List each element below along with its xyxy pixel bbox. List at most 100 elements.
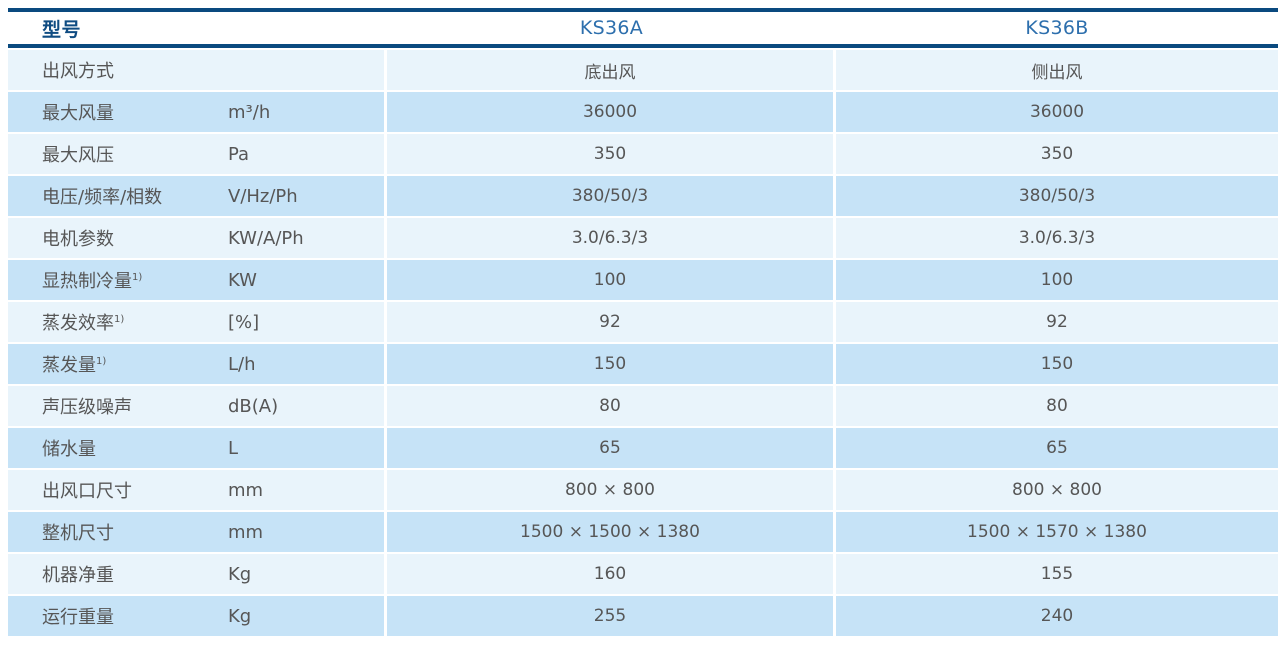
- spec-label: 出风口尺寸: [42, 481, 132, 502]
- spec-value-ks36b: 36000: [836, 92, 1278, 132]
- spec-label: 运行重量: [42, 607, 114, 628]
- spec-label: 最大风压: [42, 145, 114, 166]
- spec-name-cell: 最大风压 Pa: [8, 134, 384, 174]
- spec-value-ks36b: 1500 × 1570 × 1380: [836, 512, 1278, 552]
- spec-unit: KW: [228, 269, 257, 291]
- spec-value-ks36a: 160: [387, 554, 833, 594]
- table-row: 机器净重 Kg 160 155: [8, 554, 1278, 594]
- spec-name-cell: 电机参数 KW/A/Ph: [8, 218, 384, 258]
- spec-label: 机器净重: [42, 565, 114, 586]
- table-row: 电压/频率/相数 V/Hz/Ph 380/50/3 380/50/3: [8, 176, 1278, 216]
- spec-label-wrap: 运行重量: [42, 603, 228, 629]
- spec-unit: KW/A/Ph: [228, 227, 304, 249]
- table-row: 声压级噪声 dB(A) 80 80: [8, 386, 1278, 426]
- table-row: 蒸发效率1) [%] 92 92: [8, 302, 1278, 342]
- spec-name-cell: 蒸发效率1) [%]: [8, 302, 384, 342]
- table-row: 电机参数 KW/A/Ph 3.0/6.3/3 3.0/6.3/3: [8, 218, 1278, 258]
- spec-unit: L: [228, 437, 239, 459]
- spec-name-cell: 显热制冷量1) KW: [8, 260, 384, 300]
- spec-value-ks36a: 380/50/3: [387, 176, 833, 216]
- spec-footnote-marker: 1): [114, 314, 125, 325]
- header-column-ks36a: KS36A: [579, 17, 644, 39]
- spec-value-ks36a: 150: [387, 344, 833, 384]
- spec-name-cell: 整机尺寸 mm: [8, 512, 384, 552]
- table-row: 出风方式 底出风 侧出风: [8, 50, 1278, 90]
- spec-value-ks36b: 800 × 800: [836, 470, 1278, 510]
- spec-label-wrap: 机器净重: [42, 561, 228, 587]
- spec-label-wrap: 出风口尺寸: [42, 477, 228, 503]
- spec-label: 电压/频率/相数: [42, 187, 163, 208]
- spec-value-ks36b: 92: [836, 302, 1278, 342]
- header-model-label: 型号: [42, 18, 82, 41]
- spec-label-wrap: 显热制冷量1): [42, 267, 228, 293]
- spec-name-cell: 出风方式: [8, 50, 384, 90]
- spec-value-ks36b: 240: [836, 596, 1278, 636]
- spec-value-ks36b: 350: [836, 134, 1278, 174]
- spec-label: 电机参数: [42, 229, 114, 250]
- table-row: 运行重量 Kg 255 240: [8, 596, 1278, 636]
- spec-unit: V/Hz/Ph: [228, 185, 298, 207]
- spec-value-ks36b: 65: [836, 428, 1278, 468]
- spec-unit: [%]: [228, 311, 260, 333]
- spec-label: 整机尺寸: [42, 523, 114, 544]
- spec-label: 最大风量: [42, 103, 114, 124]
- table-row: 蒸发量1) L/h 150 150: [8, 344, 1278, 384]
- spec-name-cell: 声压级噪声 dB(A): [8, 386, 384, 426]
- spec-name-cell: 最大风量 m³/h: [8, 92, 384, 132]
- spec-label-wrap: 最大风压: [42, 141, 228, 167]
- spec-value-ks36b: 80: [836, 386, 1278, 426]
- spec-value-ks36b: 3.0/6.3/3: [836, 218, 1278, 258]
- spec-table-header: 型号 KS36A KS36B: [8, 8, 1278, 48]
- header-column-ks36b: KS36B: [1025, 17, 1089, 39]
- table-row: 最大风压 Pa 350 350: [8, 134, 1278, 174]
- spec-value-ks36b: 侧出风: [836, 50, 1278, 90]
- spec-name-cell: 运行重量 Kg: [8, 596, 384, 636]
- spec-name-cell: 蒸发量1) L/h: [8, 344, 384, 384]
- spec-value-ks36a: 80: [387, 386, 833, 426]
- spec-value-ks36b: 150: [836, 344, 1278, 384]
- spec-value-ks36a: 底出风: [387, 50, 833, 90]
- spec-table: 型号 KS36A KS36B 出风方式 底出风 侧出风 最大风量 m³/h 36…: [8, 8, 1278, 638]
- spec-value-ks36b: 100: [836, 260, 1278, 300]
- spec-label-wrap: 蒸发效率1): [42, 309, 228, 335]
- spec-unit: m³/h: [228, 101, 271, 123]
- spec-name-cell: 电压/频率/相数 V/Hz/Ph: [8, 176, 384, 216]
- table-row: 储水量 L 65 65: [8, 428, 1278, 468]
- spec-label: 蒸发量: [42, 355, 96, 376]
- spec-label-wrap: 电机参数: [42, 225, 228, 251]
- spec-value-ks36a: 92: [387, 302, 833, 342]
- spec-value-ks36a: 65: [387, 428, 833, 468]
- spec-value-ks36a: 350: [387, 134, 833, 174]
- spec-value-ks36a: 1500 × 1500 × 1380: [387, 512, 833, 552]
- spec-label: 蒸发效率: [42, 313, 114, 334]
- spec-name-cell: 机器净重 Kg: [8, 554, 384, 594]
- spec-unit: dB(A): [228, 395, 279, 417]
- spec-unit: Kg: [228, 563, 252, 585]
- spec-footnote-marker: 1): [96, 356, 107, 367]
- spec-value-ks36a: 3.0/6.3/3: [387, 218, 833, 258]
- spec-value-ks36b: 155: [836, 554, 1278, 594]
- spec-unit: Pa: [228, 143, 250, 165]
- spec-unit: mm: [228, 521, 264, 543]
- table-row: 出风口尺寸 mm 800 × 800 800 × 800: [8, 470, 1278, 510]
- spec-label-wrap: 储水量: [42, 435, 228, 461]
- spec-unit: Kg: [228, 605, 252, 627]
- spec-label-wrap: 蒸发量1): [42, 351, 228, 377]
- spec-unit: mm: [228, 479, 264, 501]
- spec-label: 储水量: [42, 439, 96, 460]
- spec-name-cell: 出风口尺寸 mm: [8, 470, 384, 510]
- spec-label-wrap: 电压/频率/相数: [42, 183, 228, 209]
- table-row: 最大风量 m³/h 36000 36000: [8, 92, 1278, 132]
- spec-label-wrap: 声压级噪声: [42, 393, 228, 419]
- spec-footnote-marker: 1): [132, 272, 143, 283]
- spec-label: 出风方式: [42, 61, 114, 82]
- spec-label-wrap: 整机尺寸: [42, 519, 228, 545]
- spec-label: 声压级噪声: [42, 397, 132, 418]
- spec-value-ks36a: 100: [387, 260, 833, 300]
- spec-rows: 出风方式 底出风 侧出风 最大风量 m³/h 36000 36000 最大风压 …: [8, 50, 1278, 636]
- spec-value-ks36a: 800 × 800: [387, 470, 833, 510]
- table-row: 整机尺寸 mm 1500 × 1500 × 1380 1500 × 1570 ×…: [8, 512, 1278, 552]
- spec-label-wrap: 出风方式: [42, 57, 228, 83]
- spec-name-cell: 储水量 L: [8, 428, 384, 468]
- spec-value-ks36a: 255: [387, 596, 833, 636]
